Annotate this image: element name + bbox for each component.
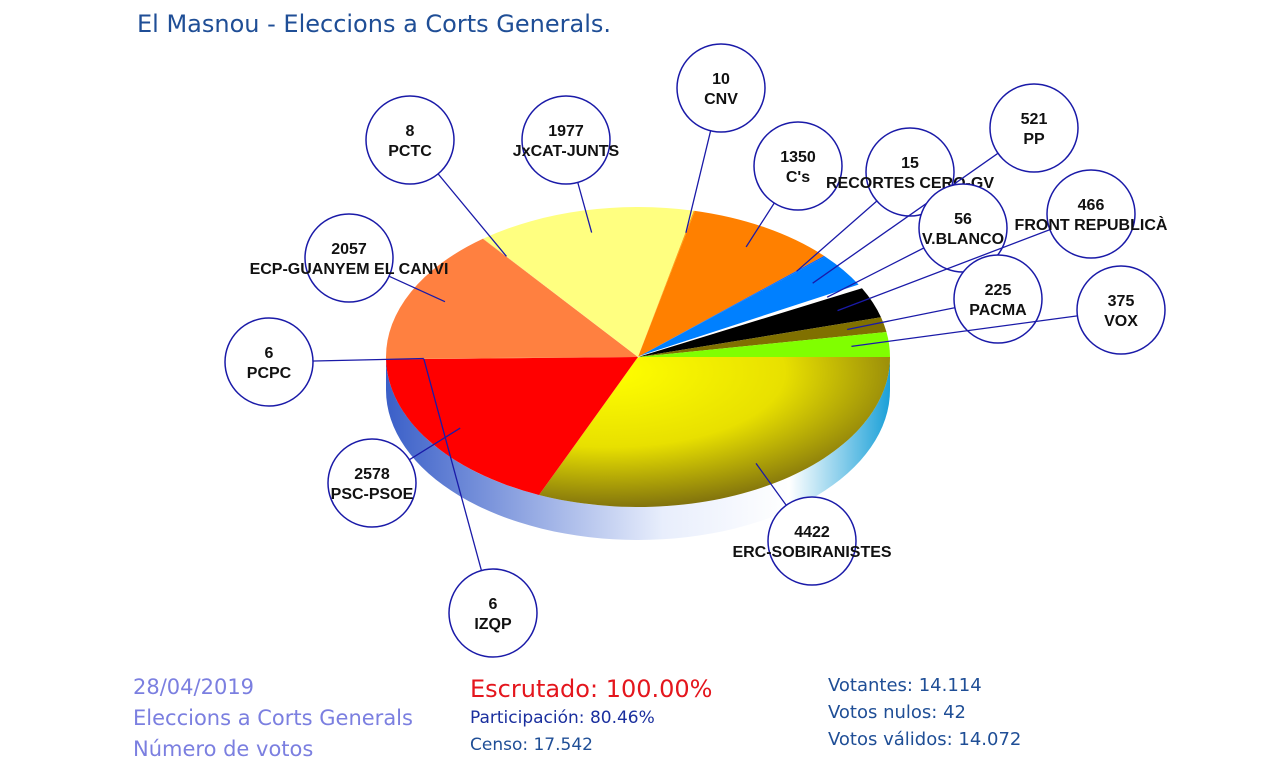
slice-name-label: PSC-PSOE: [331, 486, 414, 503]
slice-value-label: 10: [712, 71, 730, 88]
footer-left: 28/04/2019 Eleccions a Corts Generals Nú…: [133, 672, 413, 765]
slice-name-label: V.BLANCO: [922, 231, 1004, 248]
label-bubble: [449, 569, 537, 657]
slice-name-label: PACMA: [969, 302, 1027, 319]
slice-name-label: IZQP: [474, 616, 512, 633]
slice-value-label: 56: [954, 211, 972, 228]
footer-mid: Escrutado: 100.00% Participación: 80.46%…: [470, 673, 712, 759]
footer-right: Votantes: 14.114 Votos nulos: 42 Votos v…: [828, 672, 1021, 753]
slice-name-label: ECP-GUANYEM EL CANVI: [250, 261, 449, 278]
label-bubble: [677, 44, 765, 132]
label-bubble: [328, 439, 416, 527]
slice-value-label: 375: [1108, 293, 1135, 310]
votantes-text: Votantes: 14.114: [828, 672, 1021, 699]
slice-name-label: PCPC: [247, 365, 292, 382]
slice-value-label: 2578: [354, 466, 390, 483]
slice-name-label: CNV: [704, 91, 738, 108]
slice-value-label: 466: [1078, 197, 1105, 214]
slice-value-label: 8: [406, 123, 415, 140]
participacion-text: Participación: 80.46%: [470, 705, 712, 732]
slice-value-label: 2057: [331, 241, 367, 258]
slice-value-label: 225: [985, 282, 1012, 299]
label-bubble: [954, 255, 1042, 343]
slice-name-label: ERC-SOBIRANISTES: [732, 544, 891, 561]
slice-name-label: JxCAT-JUNTS: [513, 143, 620, 160]
slice-value-label: 4422: [794, 524, 830, 541]
censo-text: Censo: 17.542: [470, 732, 712, 759]
slice-name-label: PP: [1023, 131, 1045, 148]
slice-value-label: 15: [901, 155, 919, 172]
nulos-text: Votos nulos: 42: [828, 699, 1021, 726]
slice-name-label: FRONT REPUBLICÀ: [1015, 215, 1168, 234]
slice-name-label: VOX: [1104, 313, 1138, 330]
label-bubble: [1047, 170, 1135, 258]
validos-text: Votos válidos: 14.072: [828, 726, 1021, 753]
label-bubble: [366, 96, 454, 184]
escrutado-text: Escrutado: 100.00%: [470, 673, 712, 705]
label-bubble: [522, 96, 610, 184]
label-bubble: [990, 84, 1078, 172]
slice-value-label: 1350: [780, 149, 816, 166]
label-bubble: [305, 214, 393, 302]
metric-name: Número de votos: [133, 734, 413, 765]
label-bubble: [1077, 266, 1165, 354]
election-date: 28/04/2019: [133, 672, 413, 703]
slice-name-label: PCTC: [388, 143, 432, 160]
label-bubble: [754, 122, 842, 210]
pie-slices: [386, 207, 890, 507]
label-bubble: [225, 318, 313, 406]
label-bubble: [768, 497, 856, 585]
slice-value-label: 6: [489, 596, 498, 613]
slice-value-label: 1977: [548, 123, 584, 140]
slice-name-label: C's: [786, 169, 810, 186]
slice-value-label: 521: [1021, 111, 1048, 128]
election-name: Eleccions a Corts Generals: [133, 703, 413, 734]
slice-value-label: 6: [265, 345, 274, 362]
